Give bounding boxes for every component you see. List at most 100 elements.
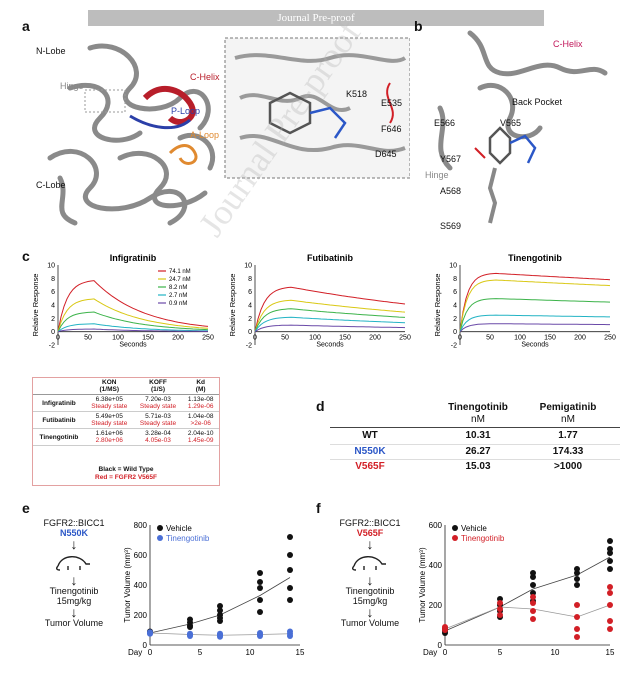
y-tick-label: -2 — [451, 343, 457, 350]
mut-value: 2.80e+06 — [95, 437, 123, 444]
legend-label: 2.7 nM — [169, 293, 187, 299]
x-tick-label: 100 — [309, 335, 321, 342]
a-loop-label: A-Loop — [190, 130, 220, 140]
x-tick-label: 50 — [486, 335, 494, 342]
ic50-table: Tinengotinib nM Pemigatinib nM WT 10.31 … — [330, 398, 620, 472]
y-tick-label: 2 — [248, 316, 252, 323]
series-line — [57, 311, 209, 332]
x-tick-label: 15 — [606, 648, 615, 657]
data-point — [574, 566, 580, 572]
series-line — [57, 298, 209, 332]
legend-marker — [157, 525, 163, 531]
kinase-structure-illustration — [47, 37, 410, 226]
kinetics-table: KON (1/MS) KOFF (1/S) Kd (M) Infigratinib 6… — [33, 378, 219, 446]
data-point — [607, 602, 613, 608]
down-arrow-icon: ↓ — [366, 572, 374, 588]
series-line — [254, 324, 406, 333]
down-arrow-icon: ↓ — [70, 572, 78, 588]
f-schematic: FGFR2::BICC1 V565F ↓ ↓ Tinengotinib 15mg… — [326, 518, 414, 628]
e566-label: E566 — [434, 118, 456, 128]
y-tick-label: 0 — [453, 329, 457, 336]
x-tick-label: 5 — [198, 648, 203, 657]
journal-preproof-banner: Journal Pre-proof — [88, 10, 544, 26]
series-line — [254, 286, 406, 332]
hinge-label: Hinge — [60, 81, 84, 91]
x-tick-label: 0 — [458, 335, 462, 342]
panel-letter-d: d — [316, 398, 325, 414]
y-axis-label: Relative Response — [433, 274, 442, 337]
mean-line — [444, 604, 611, 630]
y567-label: Y567 — [440, 154, 462, 164]
data-point — [287, 552, 293, 558]
data-point — [574, 602, 580, 608]
data-point — [287, 597, 293, 603]
y-axis-label: Relative Response — [228, 274, 237, 337]
table-row: Futibatinib 5.49e+05 Steady state 5.71e-0… — [33, 412, 219, 429]
data-point — [574, 582, 580, 588]
y-tick-label: 2 — [453, 316, 457, 323]
wt-value: 1.04e-08 — [187, 413, 214, 420]
e535-label: E535 — [381, 98, 403, 108]
wt-value: 1.61e+06 — [95, 430, 123, 437]
row-n550k: N550K — [354, 446, 386, 457]
x-tick-label: 250 — [399, 335, 411, 342]
mut-value: 1.45e-09 — [187, 437, 214, 444]
data-point — [497, 612, 503, 618]
series-line — [254, 316, 406, 332]
x-tick-label: 100 — [112, 335, 124, 342]
y-tick-label: 8 — [248, 276, 252, 283]
koff-header: KOFF — [149, 379, 167, 386]
data-point — [217, 615, 223, 621]
data-point — [287, 534, 293, 540]
y-tick-label: 10 — [449, 263, 457, 270]
e-schematic: FGFR2::BICC1 N550K ↓ ↓ Tinengotinib 15mg… — [30, 518, 118, 628]
table-row: Tinengotinib 1.61e+06 2.80e+06 3.28e-04 4.… — [33, 429, 219, 446]
y-tick-label: 0 — [143, 641, 148, 650]
x-tick-label: 250 — [202, 335, 214, 342]
legend-marker — [452, 525, 458, 531]
x-tick-label: 200 — [369, 335, 381, 342]
x-tick-label: 150 — [339, 335, 351, 342]
data-point — [187, 622, 193, 629]
panel-letter-b: b — [414, 18, 423, 34]
series-line — [459, 272, 611, 332]
data-point — [607, 558, 613, 564]
n-lobe-label: N-Lobe — [36, 46, 66, 56]
panel-letter-e: e — [22, 500, 30, 516]
v565f-tinengotinib: 15.03 — [465, 461, 491, 472]
y-tick-label: 600 — [429, 521, 443, 530]
series-line — [459, 279, 611, 332]
wt-value: 6.38e+05 — [95, 396, 123, 403]
x-tick-label: 10 — [246, 648, 255, 657]
x-axis-label: Seconds — [119, 342, 147, 349]
mouse-icon — [56, 556, 90, 571]
mut-value: >2e-06 — [190, 420, 211, 427]
x-tick-label: 0 — [443, 648, 448, 657]
f-model-line2: V565F — [356, 528, 384, 538]
kon-header: KON — [102, 379, 117, 386]
y-tick-label: 10 — [47, 263, 55, 270]
y-tick-label: 200 — [429, 601, 443, 610]
series-line — [459, 314, 610, 332]
tumor-volume-chart-f: 600 400 200 00 5 10 15 Day Tumor Volume (mm³) Veh… — [418, 521, 615, 657]
f-model-line1: FGFR2::BICC1 — [339, 518, 401, 528]
y-tick-label: 8 — [453, 276, 457, 283]
n550k-pemigatinib: 174.33 — [552, 446, 584, 457]
series-line — [459, 323, 610, 333]
data-point — [217, 607, 223, 614]
x-tick-label: 50 — [84, 335, 92, 342]
row-v565f: V565F — [355, 461, 385, 472]
legend-marker — [157, 535, 163, 541]
row-name: Tinengotinib — [39, 433, 79, 441]
wt-value: 5.49e+05 — [95, 413, 123, 420]
data-point — [607, 584, 613, 590]
x-tick-label: 15 — [296, 648, 305, 657]
e-dose: 15mg/kg — [56, 596, 92, 606]
wt-value: 5.71e-03 — [145, 413, 171, 420]
x-tick-label: 10 — [551, 648, 560, 657]
series-line — [459, 298, 611, 332]
series-line — [57, 280, 209, 332]
y-tick-label: 400 — [134, 581, 148, 590]
legend-label: 0.9 nM — [169, 301, 187, 307]
data-point — [147, 629, 153, 636]
